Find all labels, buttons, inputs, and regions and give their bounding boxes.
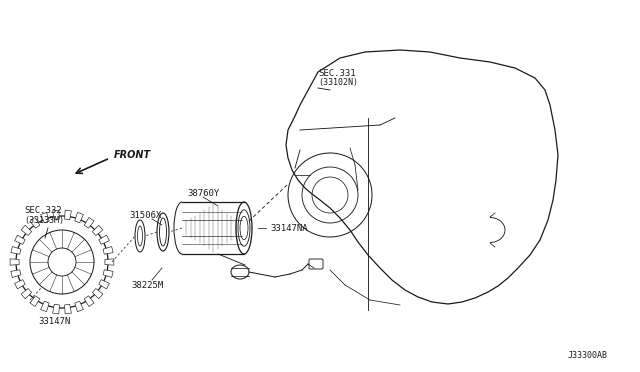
Polygon shape	[52, 210, 60, 220]
Polygon shape	[11, 270, 21, 278]
Text: 38760Y: 38760Y	[187, 189, 219, 198]
Polygon shape	[84, 218, 94, 228]
Polygon shape	[99, 235, 109, 244]
Polygon shape	[99, 280, 109, 289]
Text: FRONT: FRONT	[114, 150, 151, 160]
Polygon shape	[41, 212, 49, 223]
Text: (33102N): (33102N)	[318, 77, 358, 87]
Text: SEC.332: SEC.332	[24, 205, 61, 215]
Polygon shape	[30, 296, 40, 307]
Polygon shape	[84, 296, 94, 307]
Text: (33133M): (33133M)	[24, 215, 64, 224]
Polygon shape	[75, 301, 83, 312]
Polygon shape	[15, 280, 25, 289]
Polygon shape	[103, 247, 113, 254]
Polygon shape	[92, 225, 103, 235]
Text: 33147NA: 33147NA	[270, 224, 308, 232]
Polygon shape	[10, 259, 19, 265]
Text: 38225M: 38225M	[131, 280, 163, 289]
Text: 31506X: 31506X	[129, 211, 161, 219]
Polygon shape	[30, 218, 40, 228]
Polygon shape	[11, 247, 21, 254]
Polygon shape	[103, 270, 113, 278]
Polygon shape	[92, 289, 103, 299]
Polygon shape	[15, 235, 25, 244]
Polygon shape	[105, 259, 114, 265]
Text: J33300AB: J33300AB	[568, 350, 608, 359]
Polygon shape	[21, 225, 31, 235]
Text: SEC.331: SEC.331	[318, 68, 356, 77]
Polygon shape	[41, 301, 49, 312]
Polygon shape	[21, 289, 31, 299]
Polygon shape	[52, 304, 60, 314]
Polygon shape	[65, 304, 72, 314]
Polygon shape	[75, 212, 83, 223]
Polygon shape	[65, 210, 72, 220]
Text: 33147N: 33147N	[38, 317, 70, 327]
